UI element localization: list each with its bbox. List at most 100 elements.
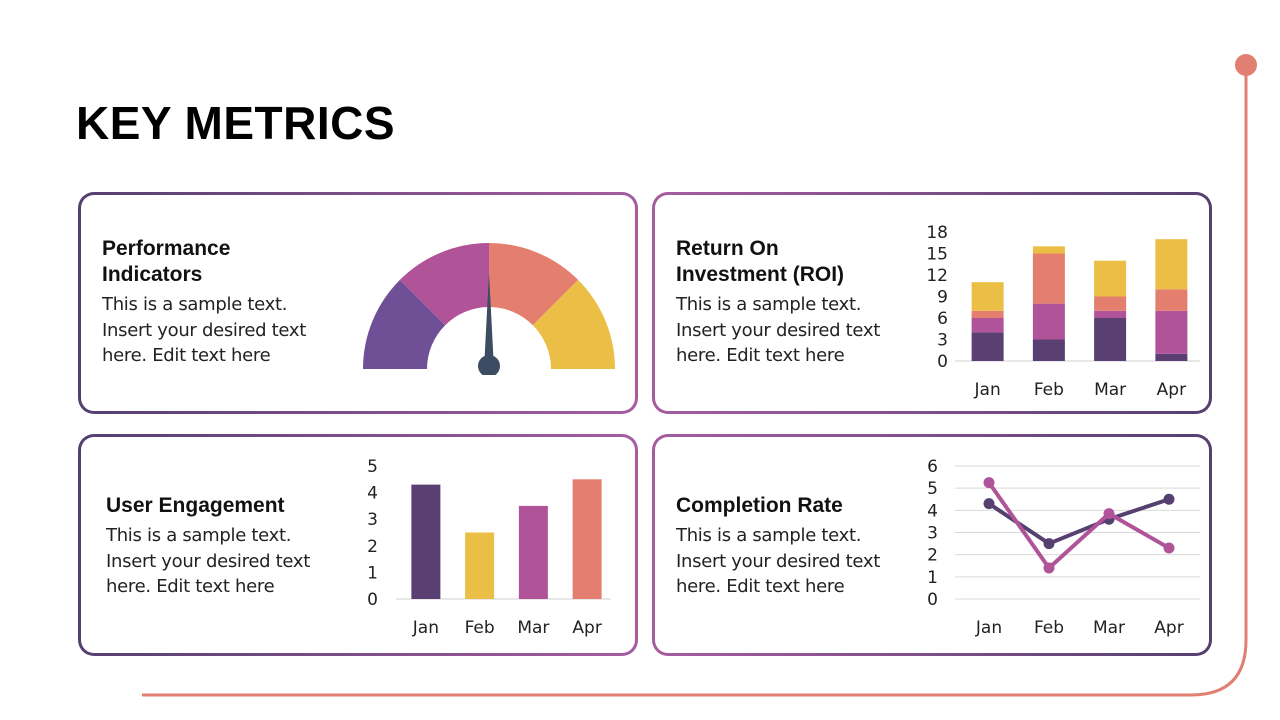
card-body-line: This is a sample text. <box>106 525 292 546</box>
y-tick-label: 3 <box>367 510 378 530</box>
x-tick-label: Mar <box>517 618 549 638</box>
data-point <box>1103 508 1115 520</box>
card-body: This is a sample text. Insert your desir… <box>102 292 306 369</box>
x-tick-label: Apr <box>1157 380 1186 400</box>
x-tick-label: Mar <box>1093 618 1125 638</box>
bar-segment <box>1155 310 1188 354</box>
card-body: This is a sample text. Insert your desir… <box>106 523 310 600</box>
gauge-segment-3 <box>489 243 579 326</box>
card-body-line: Insert your desired text <box>676 550 880 572</box>
y-tick-label: 6 <box>927 457 938 477</box>
card-title: Performance Indicators <box>102 236 306 288</box>
y-tick-label: 5 <box>367 457 378 477</box>
accent-dot <box>1235 54 1257 76</box>
bar-segment <box>1155 289 1188 311</box>
x-tick-label: Apr <box>1154 618 1183 638</box>
x-tick-label: Feb <box>1034 618 1064 638</box>
card-body-line: This is a sample text. <box>676 294 862 315</box>
bar-segment <box>1032 253 1065 304</box>
gauge-needle-hub <box>478 355 500 375</box>
card-title-line: User Engagement <box>106 494 285 517</box>
y-tick-label: 12 <box>926 266 948 286</box>
card-completion-rate: Completion Rate This is a sample text. I… <box>652 434 1212 656</box>
bar-segment <box>1032 303 1065 340</box>
card-title-line: Return On <box>676 237 779 260</box>
bar-segment <box>1094 310 1127 318</box>
card-title-line: Performance <box>102 237 231 260</box>
card-body-line: here. Edit text here <box>676 576 845 597</box>
line-series <box>987 481 1170 570</box>
card-roi: Return On Investment (ROI) This is a sam… <box>652 192 1212 414</box>
card-body-line: This is a sample text. <box>676 525 862 546</box>
bar-segment <box>1094 260 1127 297</box>
y-tick-label: 3 <box>937 331 948 351</box>
bar <box>518 505 548 599</box>
gauge-needle <box>484 273 494 369</box>
y-tick-label: 5 <box>927 479 938 499</box>
bar-segment <box>971 332 1004 361</box>
x-tick-label: Jan <box>975 618 1002 638</box>
y-tick-label: 2 <box>367 537 378 557</box>
bar-segment <box>1155 239 1188 290</box>
bar-segment <box>971 318 1004 333</box>
bar-segment <box>1094 318 1127 361</box>
page-title: KEY METRICS <box>76 97 396 149</box>
y-tick-label: 4 <box>367 484 378 504</box>
bar <box>572 479 602 599</box>
x-tick-label: Jan <box>974 380 1001 400</box>
card-title-line: Investment (ROI) <box>676 263 845 286</box>
card-title-line: Indicators <box>102 263 203 286</box>
gauge-segment-2 <box>399 243 489 326</box>
y-tick-label: 9 <box>937 288 948 308</box>
card-body-line: Insert your desired text <box>102 319 306 341</box>
card-user-engagement: User Engagement This is a sample text. I… <box>78 434 638 656</box>
card-title: Completion Rate <box>676 493 880 519</box>
gauge-chart <box>363 243 615 375</box>
y-tick-label: 0 <box>367 590 378 610</box>
user-engagement-bar-chart: 0 1 2 3 4 5 Jan Feb Mar Apr <box>367 457 611 638</box>
y-tick-label: 4 <box>927 501 938 521</box>
x-tick-label: Apr <box>572 618 601 638</box>
data-point <box>983 477 995 489</box>
y-tick-label: 6 <box>937 309 948 329</box>
bar-segment <box>1094 296 1127 311</box>
bar-segment <box>1032 339 1065 361</box>
y-tick-label: 1 <box>367 563 378 583</box>
y-tick-label: 3 <box>927 524 938 544</box>
bar-segment <box>1032 246 1065 254</box>
x-tick-label: Feb <box>465 618 495 638</box>
gauge-segment-4 <box>532 279 615 369</box>
x-tick-label: Jan <box>412 618 439 638</box>
card-body-line: Insert your desired text <box>676 319 880 341</box>
card-title-line: Completion Rate <box>676 494 843 517</box>
card-performance-indicators: Performance Indicators This is a sample … <box>78 192 638 414</box>
x-tick-label: Feb <box>1034 380 1064 400</box>
bar-segment <box>971 310 1004 318</box>
card-title: User Engagement <box>106 493 310 519</box>
data-point <box>1043 562 1055 574</box>
card-body-line: here. Edit text here <box>106 576 275 597</box>
card-body-line: Insert your desired text <box>106 550 310 572</box>
y-tick-label: 2 <box>927 546 938 566</box>
data-point <box>983 498 995 510</box>
card-body-line: here. Edit text here <box>676 345 845 366</box>
card-body-line: This is a sample text. <box>102 294 288 315</box>
card-body: This is a sample text. Insert your desir… <box>676 523 880 600</box>
bar-segment <box>971 282 1004 311</box>
bar-segment <box>1155 353 1188 361</box>
y-tick-label: 18 <box>926 223 948 243</box>
data-point <box>1163 542 1175 554</box>
y-tick-label: 15 <box>926 245 948 265</box>
card-body-line: here. Edit text here <box>102 345 271 366</box>
y-tick-label: 1 <box>927 568 938 588</box>
card-body: This is a sample text. Insert your desir… <box>676 292 880 369</box>
y-tick-label: 0 <box>927 590 938 610</box>
data-point <box>1043 538 1055 550</box>
y-tick-label: 0 <box>937 352 948 372</box>
x-tick-label: Mar <box>1094 380 1126 400</box>
bar <box>411 484 441 599</box>
gauge-segment-1 <box>363 279 446 369</box>
